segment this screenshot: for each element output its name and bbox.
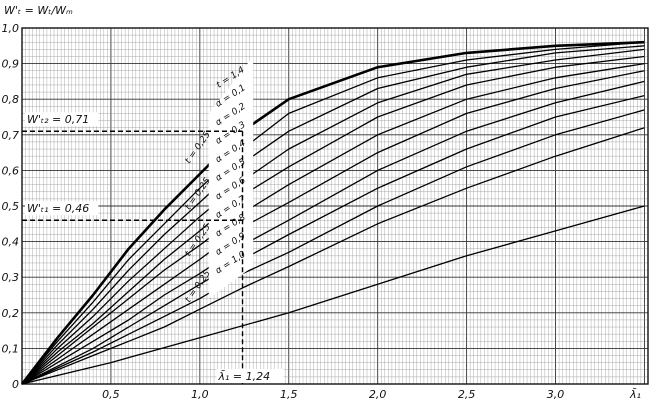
y-tick-label: 0,3 — [2, 271, 20, 284]
x-tick-label: 1,0 — [191, 388, 209, 401]
axes-frame — [21, 27, 649, 385]
y-axis-label: W'ₜ = Wₜ/Wₘ — [4, 4, 73, 17]
series-line — [21, 62, 645, 385]
annotation-w1-bg — [25, 201, 99, 216]
y-tick-label: 0 — [12, 378, 19, 391]
y-tick-label: 0,7 — [2, 129, 20, 142]
x-tick-label: 0,5 — [102, 388, 120, 401]
y-tick-label: 0,5 — [2, 200, 20, 213]
x-tick-label: 1,5 — [280, 388, 298, 401]
series-line — [21, 205, 645, 385]
y-tick-label: 0,8 — [2, 93, 20, 106]
x-tick-label: 3,0 — [547, 388, 565, 401]
y-tick-label: 1,0 — [2, 22, 20, 35]
annotation-w2-bg — [25, 112, 99, 127]
y-tick-label: 0,9 — [2, 58, 20, 71]
y-tick-label: 0,4 — [2, 236, 20, 249]
annotation-lambda-bg — [216, 369, 284, 383]
annotation-w2: W'ₜ₂ = 0,71 — [27, 113, 89, 126]
plot-border — [21, 27, 649, 385]
series-line — [21, 45, 645, 385]
y-tick-label: 0,6 — [2, 164, 20, 177]
series-line — [21, 127, 645, 385]
x-tick-label: 2,0 — [369, 388, 387, 401]
y-tick-label: 0,2 — [2, 307, 20, 320]
annotation-lambda: λ̄₁ = 1,24 — [218, 370, 271, 383]
tick-labels: 0 0,1 0,2 0,3 0,4 0,5 0,6 0,7 0,8 0,9 1,0 0,5 1,0 1,5… — [2, 22, 565, 401]
x-axis-label: λ̄₁ — [629, 388, 641, 401]
series-line — [21, 109, 645, 385]
y-tick-label: 0,1 — [2, 342, 20, 355]
annotation-w1: W'ₜ₁ = 0,46 — [27, 202, 89, 215]
annotations-layer: W'ₜ₂ = 0,71 W'ₜ₁ = 0,46 λ̄₁ = 1,24 — [22, 112, 284, 384]
x-tick-label: 2,5 — [458, 388, 476, 401]
